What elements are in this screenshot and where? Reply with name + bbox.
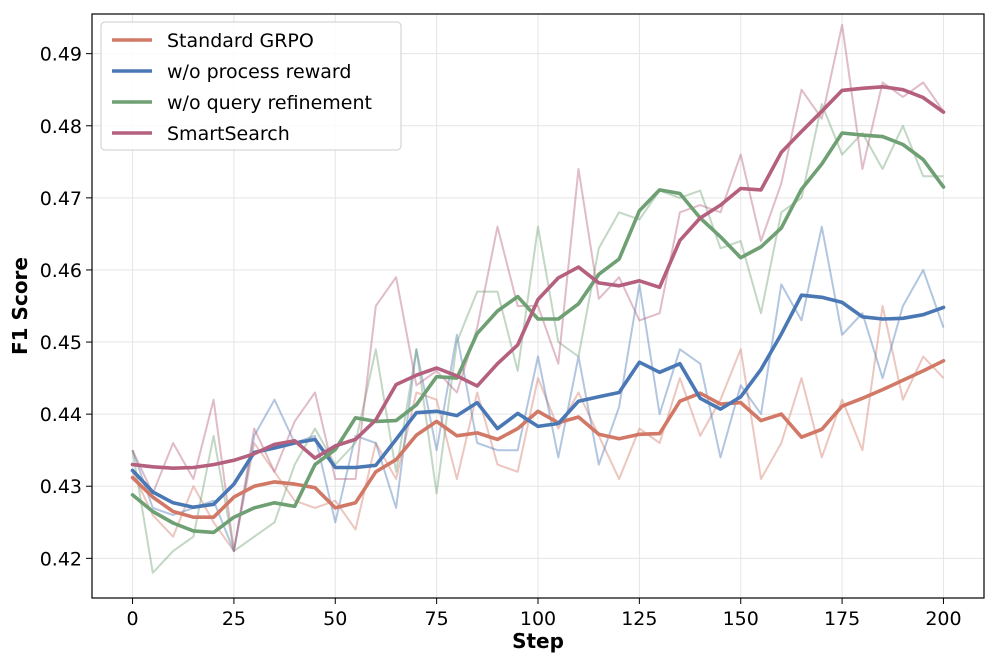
y-tick-label: 0.48	[40, 116, 82, 138]
axis-ticks: 0 25 50 75 100 125 150 175 200 0.42 0.43 0.44 0.45 0.…	[40, 44, 962, 630]
smooth-line-standard-grpo	[130, 358, 946, 520]
legend-label-standard-grpo: Standard GRPO	[167, 30, 314, 52]
raw-line-w-o-process-reward	[131, 225, 945, 553]
smooth-line-w-o-query-refinement	[130, 131, 946, 535]
smoothed-series-lines	[130, 85, 946, 535]
legend-label-smartsearch: SmartSearch	[167, 123, 290, 145]
raw-line-w-o-query-refinement	[131, 103, 944, 574]
legend-box	[100, 21, 402, 151]
y-tick-label: 0.44	[40, 404, 82, 426]
x-tick-label: 0	[126, 608, 138, 630]
x-tick-label: 100	[520, 608, 556, 630]
x-tick-label: 50	[323, 608, 347, 630]
legend: Standard GRPO w/o process reward w/o query…	[100, 21, 402, 151]
x-tick-label: 75	[425, 608, 449, 630]
x-tick-label: 200	[925, 608, 961, 630]
y-tick-label: 0.43	[40, 476, 82, 498]
y-tick-label: 0.49	[40, 44, 82, 66]
grid	[92, 14, 984, 598]
y-tick-label: 0.46	[40, 260, 82, 282]
x-tick-label: 125	[621, 608, 657, 630]
legend-label-w-o-query-refinement: w/o query refinement	[167, 92, 372, 114]
raw-series-lines	[131, 23, 945, 574]
y-tick-label: 0.42	[40, 548, 82, 570]
x-tick-label: 175	[824, 608, 860, 630]
smooth-line-smartsearch	[130, 85, 946, 471]
y-axis-label: F1 Score	[8, 257, 32, 355]
x-tick-label: 150	[723, 608, 759, 630]
raw-line-standard-grpo	[131, 305, 945, 553]
x-tick-label: 25	[222, 608, 246, 630]
y-tick-label: 0.47	[40, 188, 82, 210]
x-axis-label: Step	[512, 629, 564, 653]
y-tick-label: 0.45	[40, 332, 82, 354]
raw-line-smartsearch	[131, 23, 945, 553]
legend-label-w-o-process-reward: w/o process reward	[167, 61, 351, 83]
